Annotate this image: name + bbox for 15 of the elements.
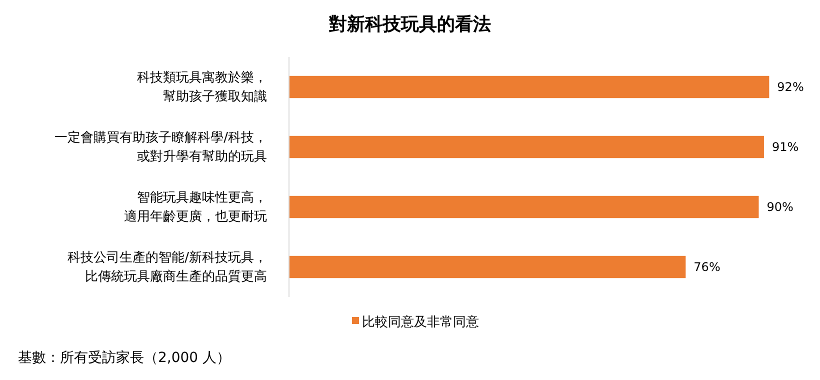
bar bbox=[289, 256, 686, 278]
data-label: 91% bbox=[772, 140, 799, 154]
data-label: 90% bbox=[766, 200, 794, 214]
data-label: 76% bbox=[694, 260, 720, 274]
chart-title: 對新科技玩具的看法 bbox=[328, 14, 491, 35]
y-tick-label: 科技類玩具寓教於樂，幫助孩子獲取知識 bbox=[137, 70, 267, 104]
legend: 比較同意及非常同意 bbox=[352, 315, 479, 330]
bar bbox=[289, 136, 764, 158]
bar bbox=[289, 76, 770, 98]
y-tick-label: 一定會購買有助孩子瞭解科學/科技，或對升學有幫助的玩具 bbox=[54, 130, 267, 164]
y-tick-label: 科技公司生產的智能/新科技玩具，比傳統玩具廠商生產的品質更高 bbox=[68, 250, 267, 284]
text: 基數：所有受訪家長（2,000 人） bbox=[18, 350, 231, 366]
data-label: 92% bbox=[777, 80, 804, 94]
y-tick-label: 智能玩具趣味性更高，適用年齡更廣，也更耐玩 bbox=[124, 190, 267, 224]
bar bbox=[289, 196, 759, 218]
